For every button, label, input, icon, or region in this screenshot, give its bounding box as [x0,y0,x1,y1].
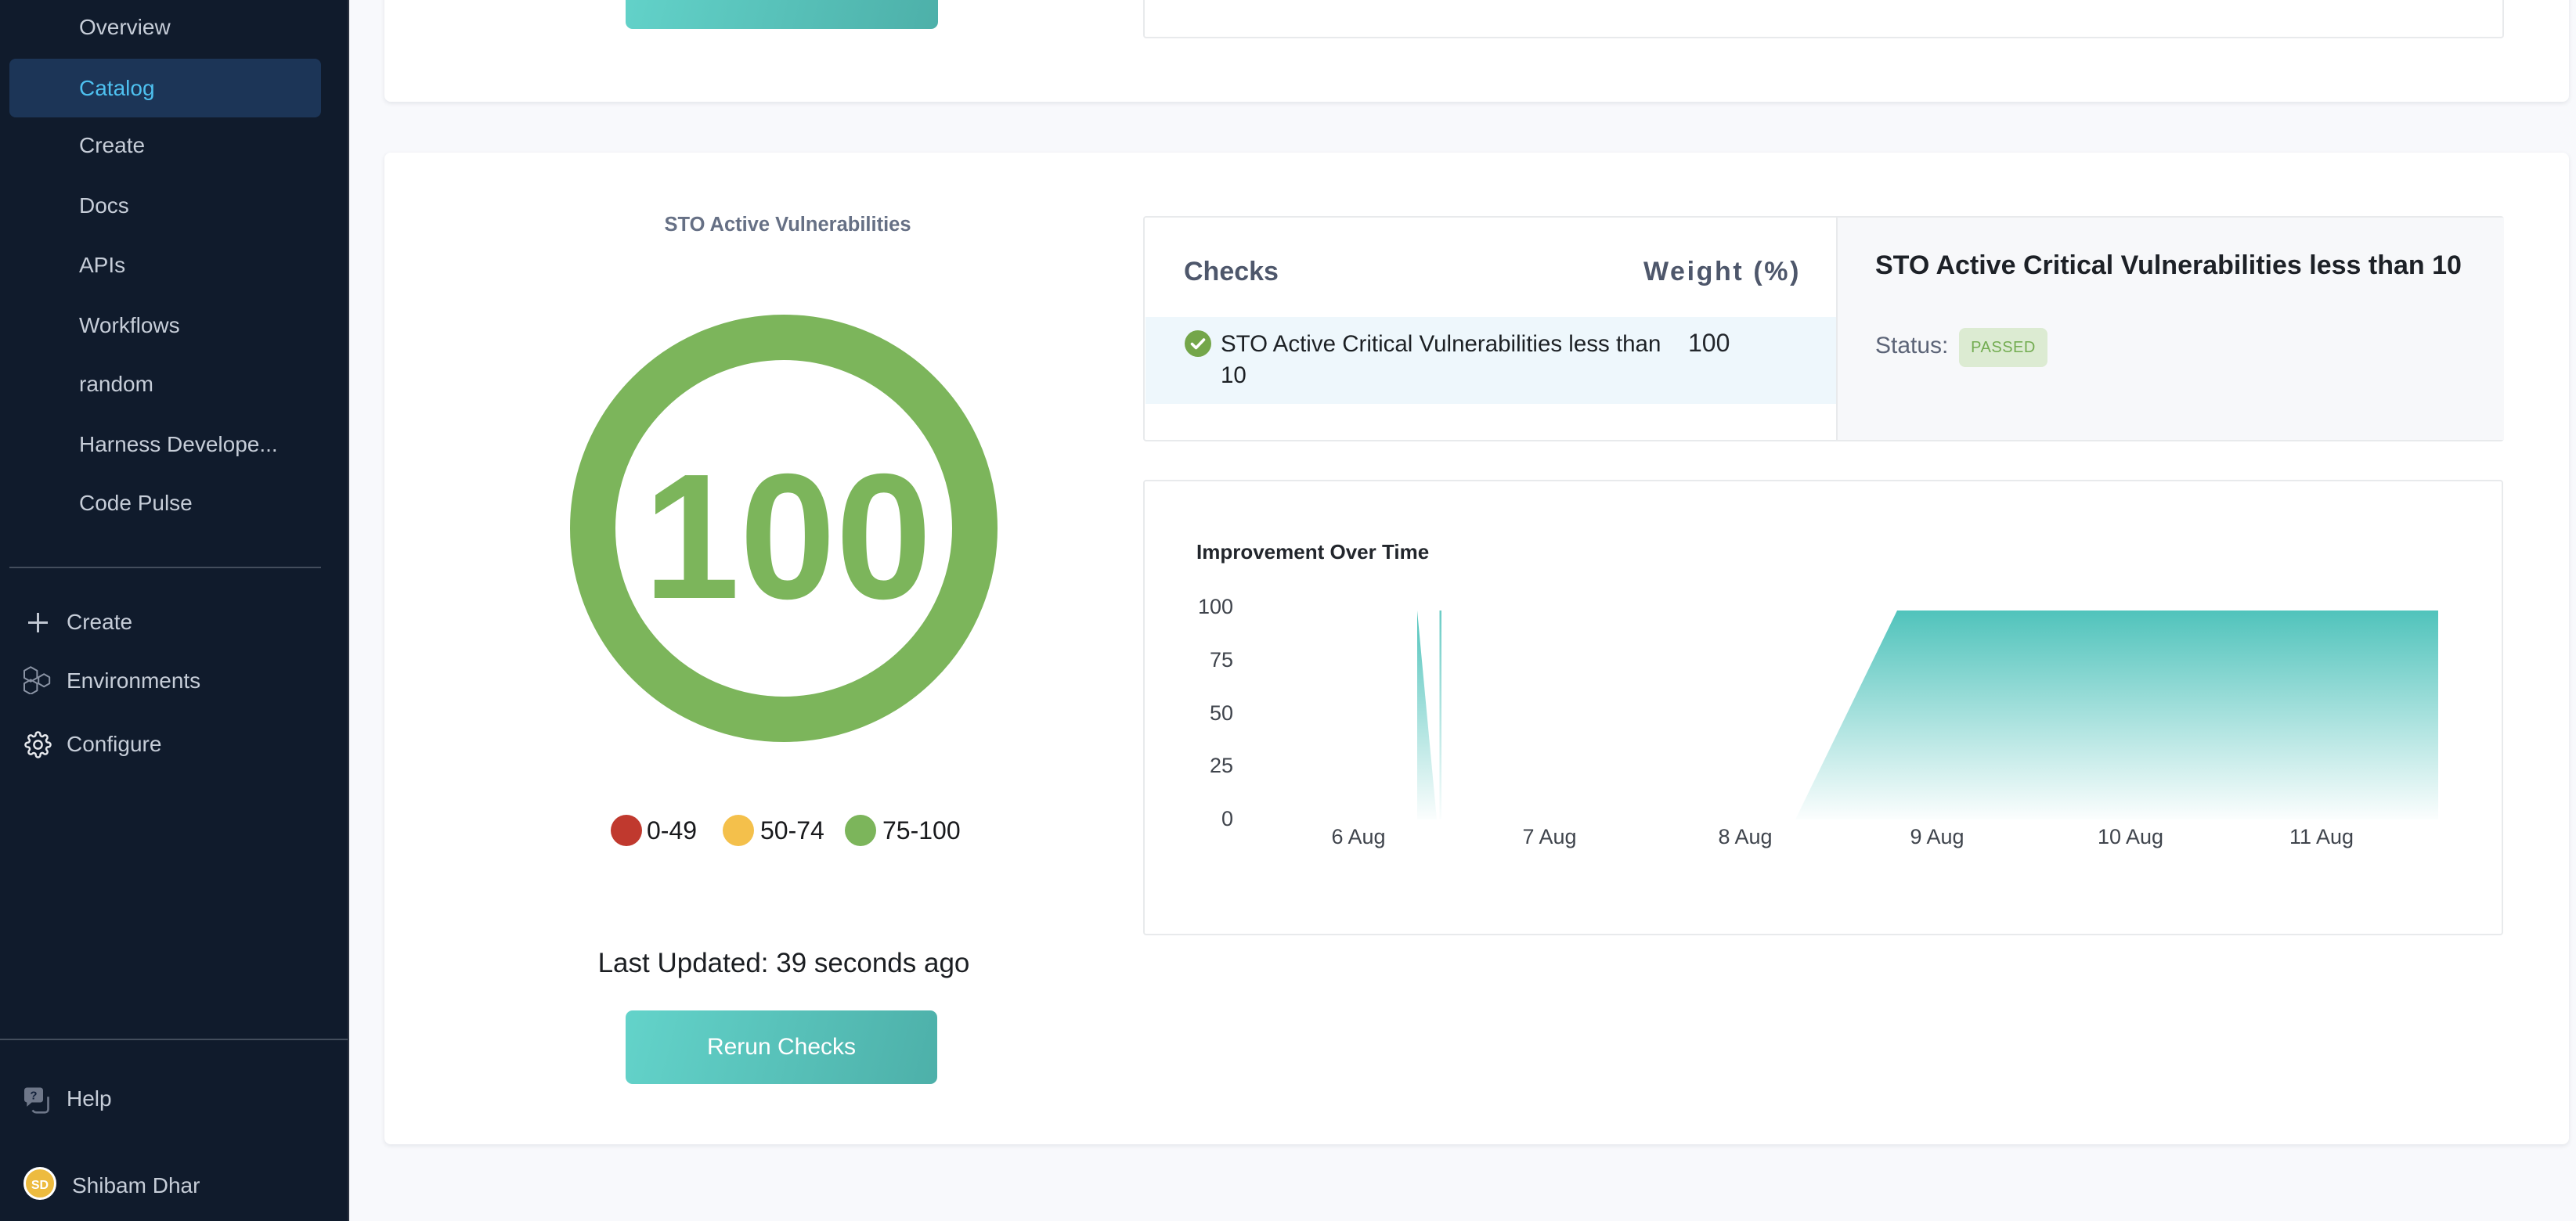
svg-text:?: ? [30,1090,37,1103]
svg-text:100: 100 [644,438,932,636]
